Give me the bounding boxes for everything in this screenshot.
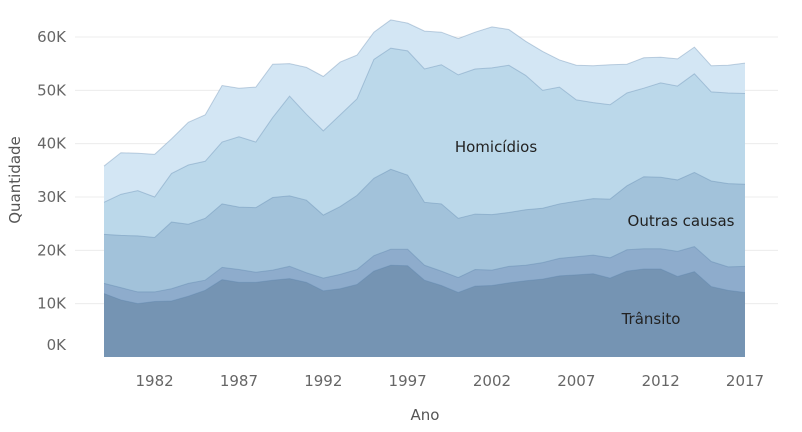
y-axis-ticks: 0K 10K 20K 30K 40K 50K 60K [37, 28, 67, 354]
y-tick-label: 10K [37, 295, 67, 313]
x-tick-label: 1982 [136, 372, 174, 390]
x-tick-label: 2017 [726, 372, 764, 390]
area-edge-0 [103, 19, 746, 167]
y-tick-label: 50K [37, 81, 67, 99]
x-tick-label: 1992 [304, 372, 342, 390]
y-tick-label: 0K [47, 336, 68, 354]
y-tick-label: 40K [37, 135, 67, 153]
y-tick-label: 60K [37, 28, 67, 46]
area-label: Outras causas [628, 212, 735, 230]
x-tick-label: 2012 [642, 372, 680, 390]
x-axis-title: Ano [411, 406, 440, 424]
area-edge-3 [103, 246, 746, 293]
x-tick-label: 1987 [220, 372, 258, 390]
x-tick-label: 2007 [557, 372, 595, 390]
x-tick-label: 1997 [389, 372, 427, 390]
area-label: Trânsito [621, 310, 681, 328]
area-edge-2 [103, 168, 746, 239]
area-series [103, 19, 746, 358]
area-edge-4 [103, 264, 746, 305]
x-axis-ticks: 1982 1987 1992 1997 2002 2007 2012 2017 [136, 372, 765, 390]
area-labels: Homicídios Outras causas Trânsito [455, 138, 735, 328]
area-edge-1 [103, 47, 746, 203]
y-tick-label: 20K [37, 241, 67, 259]
y-axis-title: Quantidade [6, 136, 24, 224]
y-tick-label: 30K [37, 188, 67, 206]
area-label: Homicídios [455, 138, 538, 156]
x-tick-label: 2002 [473, 372, 511, 390]
area-series-4 [104, 265, 745, 357]
